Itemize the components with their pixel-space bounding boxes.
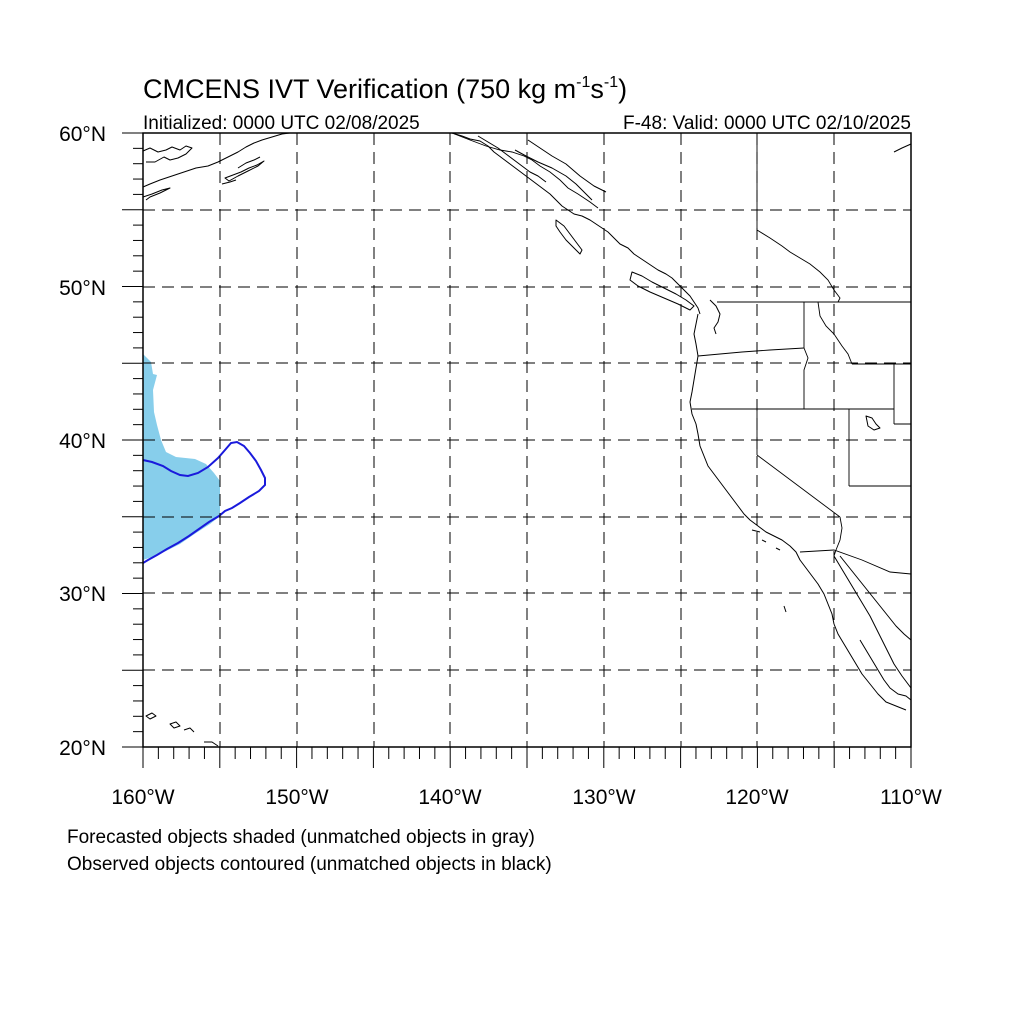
observed-legend-note: Observed objects contoured (unmatched ob… — [67, 854, 552, 875]
lon-label-150w: 150°W — [265, 786, 328, 809]
map-grid — [143, 133, 911, 747]
political-borders — [451, 132, 912, 575]
lat-label-40: 40°N — [59, 430, 106, 453]
observed-object-contour — [142, 440, 266, 564]
lon-label-130w: 130°W — [572, 786, 635, 809]
axis-ticks — [122, 132, 912, 768]
forecast-object-shading — [143, 354, 220, 560]
coastlines — [142, 132, 912, 747]
lat-label-50: 50°N — [59, 277, 106, 300]
forecast-legend-note: Forecasted objects shaded (unmatched obj… — [67, 827, 535, 848]
lon-label-110w: 110°W — [880, 786, 942, 809]
lat-label-20: 20°N — [59, 737, 106, 760]
lon-label-120w: 120°W — [725, 786, 788, 809]
lat-label-60: 60°N — [59, 123, 106, 146]
lat-label-30: 30°N — [59, 583, 106, 606]
lon-label-140w: 140°W — [418, 786, 481, 809]
valid-time-label: F-48: Valid: 0000 UTC 02/10/2025 — [623, 113, 911, 134]
init-time-label: Initialized: 0000 UTC 02/08/2025 — [143, 113, 420, 134]
lon-label-160w: 160°W — [111, 786, 174, 809]
figure-title: CMCENS IVT Verification (750 kg m-1s-1) — [143, 74, 627, 104]
